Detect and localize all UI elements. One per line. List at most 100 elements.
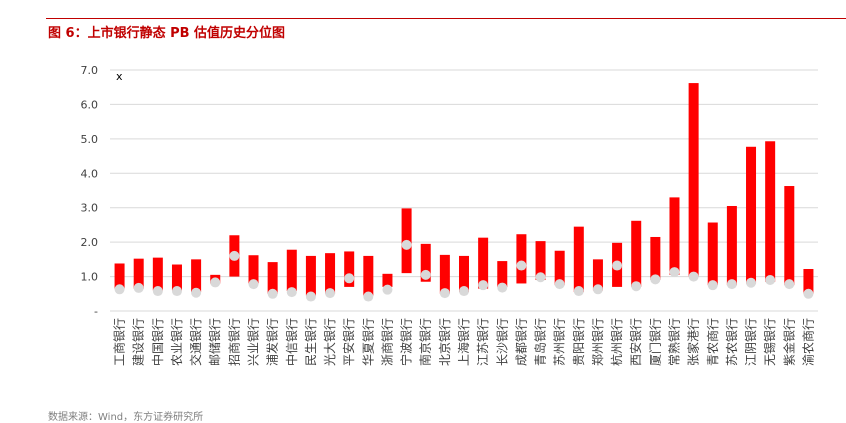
- range-bar: [592, 259, 603, 291]
- current-marker: [765, 275, 776, 286]
- y-tick-label: 4.0: [81, 167, 99, 180]
- current-marker: [325, 288, 336, 299]
- x-tick-label: 招商银行: [226, 318, 241, 366]
- x-tick-label: 华夏银行: [361, 318, 375, 366]
- current-marker: [803, 288, 814, 299]
- range-bar: [726, 205, 737, 286]
- x-tick-label: 北京银行: [438, 318, 452, 366]
- x-tick-label: 苏州银行: [553, 318, 567, 366]
- x-tick-label: 邮储银行: [207, 318, 222, 366]
- range-bar: [325, 253, 336, 294]
- range-bar: [650, 236, 661, 281]
- x-tick-label: 中信银行: [284, 318, 299, 366]
- range-bar: [573, 226, 584, 293]
- x-tick-label: 江苏银行: [476, 318, 490, 366]
- current-marker: [191, 287, 202, 298]
- x-tick-label: 郑州银行: [590, 318, 605, 366]
- y-tick-label: 7.0: [81, 64, 99, 77]
- x-tick-label: 浦发银行: [265, 318, 280, 366]
- current-marker: [267, 288, 278, 299]
- current-marker: [516, 260, 527, 271]
- source-note: 数据来源：Wind，东方证券研究所: [48, 412, 204, 423]
- x-tick-label: 西安银行: [628, 318, 643, 366]
- range-bar: [688, 83, 699, 277]
- range-bar: [363, 255, 374, 296]
- current-marker: [229, 250, 240, 261]
- range-bar: [344, 251, 355, 287]
- range-bar: [382, 273, 393, 287]
- current-marker: [707, 280, 718, 291]
- y-tick-label: 5.0: [81, 133, 99, 146]
- current-marker: [420, 269, 431, 280]
- current-marker: [688, 271, 699, 282]
- x-tick-label: 长沙银行: [495, 318, 509, 366]
- current-marker: [114, 284, 125, 295]
- current-marker: [401, 239, 412, 250]
- y-tick-label: 3.0: [81, 202, 99, 215]
- current-marker: [133, 282, 144, 293]
- current-marker: [669, 267, 680, 278]
- range-bar: [305, 255, 316, 296]
- x-axis: 工商银行 建设银行 中国银行 农业银行 交通银行 邮储银行 招商银行 兴业银行 浦发银行 中信银行…: [112, 318, 816, 366]
- range-bar: [478, 237, 489, 289]
- x-tick-label: 江阴银行: [744, 318, 758, 366]
- title-rule: [46, 18, 846, 19]
- x-tick-label: 交通银行: [188, 318, 203, 366]
- x-tick-label: 贵阳银行: [572, 318, 586, 366]
- current-marker: [631, 281, 642, 292]
- range-bar: [516, 234, 527, 284]
- range-bar: [669, 197, 680, 275]
- x-tick-label: 平安银行: [341, 318, 356, 366]
- current-marker: [726, 279, 737, 290]
- y-axis: - 1.0 2.0 3.0 4.0 5.0 6.0 7.0: [81, 64, 99, 318]
- current-marker: [650, 274, 661, 285]
- range-bar: [459, 255, 469, 293]
- y-tick-label: 2.0: [81, 236, 99, 249]
- x-tick-label: 杭州银行: [609, 318, 624, 366]
- x-tick-label: 浙商银行: [379, 318, 394, 366]
- x-tick-label: 上海银行: [456, 318, 471, 366]
- markers-layer: [114, 239, 814, 302]
- x-tick-label: 紫金银行: [781, 318, 796, 366]
- x-tick-label: 无锡银行: [762, 318, 777, 366]
- x-tick-label: 苏农银行: [725, 318, 739, 366]
- x-tick-label: 建设银行: [132, 318, 146, 366]
- range-bar: [631, 220, 642, 287]
- current-marker: [535, 272, 546, 283]
- range-bar: [114, 263, 125, 289]
- range-bar: [152, 257, 163, 291]
- range-bar: [133, 258, 144, 289]
- current-marker: [286, 287, 297, 298]
- current-marker: [305, 291, 316, 302]
- x-tick-label: 工商银行: [112, 318, 127, 366]
- x-tick-label: 渝农商行: [800, 318, 815, 366]
- x-tick-label: 成都银行: [514, 318, 528, 366]
- y-tick-label: 6.0: [81, 98, 99, 111]
- current-marker: [248, 279, 259, 290]
- range-bar: [286, 249, 297, 292]
- y-tick-label: 1.0: [81, 271, 99, 284]
- current-marker: [382, 284, 393, 295]
- current-marker: [497, 282, 508, 293]
- x-tick-label: 南京银行: [418, 318, 433, 366]
- current-marker: [439, 288, 450, 299]
- range-bar: [171, 264, 182, 291]
- bars-layer: [114, 83, 814, 296]
- range-bar: [803, 268, 814, 294]
- current-marker: [478, 280, 489, 291]
- range-bar: [784, 186, 795, 286]
- x-tick-label: 兴业银行: [247, 318, 261, 366]
- x-tick-label: 常熟银行: [666, 318, 681, 366]
- range-bar: [191, 259, 202, 293]
- range-bar: [420, 243, 431, 282]
- y-tick-label: -: [94, 305, 98, 318]
- figure-title: 图 6：上市银行静态 PB 估值历史分位图: [48, 26, 286, 41]
- x-tick-label: 厦门银行: [647, 318, 662, 366]
- current-marker: [152, 286, 163, 297]
- range-bar: [248, 255, 259, 284]
- current-marker: [363, 291, 374, 302]
- range-bar: [746, 146, 757, 284]
- range-bar: [439, 254, 450, 294]
- range-bar: [535, 241, 546, 281]
